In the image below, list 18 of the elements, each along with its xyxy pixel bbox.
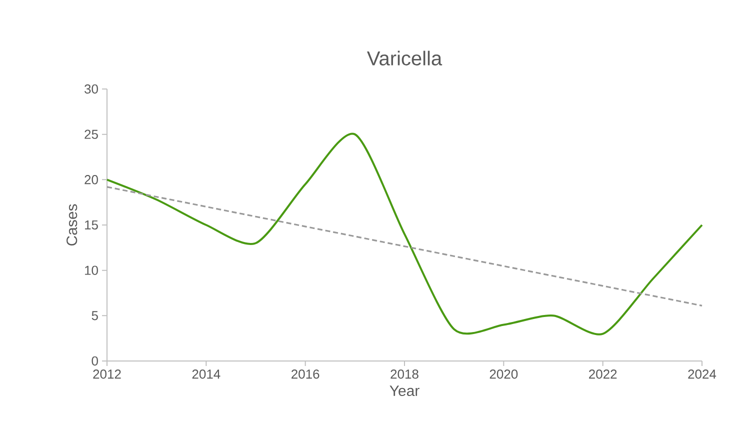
y-tick-label: 10 [85,266,98,275]
x-tick-label: 2020 [490,370,518,379]
x-tick-label: 2018 [390,370,418,379]
y-tick-label: 15 [85,220,98,230]
x-tick-label: 2012 [93,370,121,379]
chart-title: Varicella [366,50,442,66]
y-tick-label: 0 [92,356,98,366]
y-axis-title: Cases [66,204,78,246]
x-tick-label: 2024 [688,370,716,379]
y-tick-label: 25 [84,130,98,139]
x-tick-label: 2022 [589,370,617,379]
x-tick-label: 2014 [192,370,220,379]
x-axis-title: Year [390,386,420,396]
x-tick-label: 2016 [292,370,320,379]
line-series [106,133,703,336]
y-tick-label: 30 [84,84,98,94]
y-tick-label: 20 [84,175,98,184]
y-tick-label: 5 [92,311,98,320]
